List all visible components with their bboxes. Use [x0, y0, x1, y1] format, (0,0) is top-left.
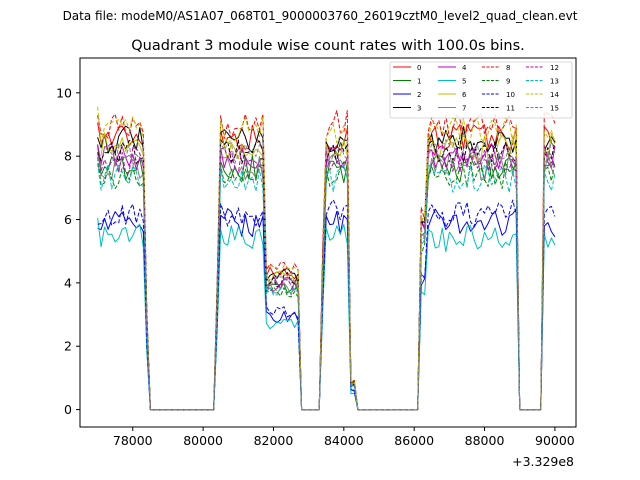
legend-label-0: 0: [417, 64, 421, 72]
y-tick-label: 2: [64, 339, 72, 354]
x-tick-label: 80000: [183, 433, 223, 448]
y-tick-label: 10: [56, 85, 72, 100]
legend-label-11: 11: [506, 105, 515, 113]
legend-label-12: 12: [550, 64, 559, 72]
series-line-12: [97, 144, 556, 411]
legend-label-10: 10: [506, 91, 515, 99]
suptitle: Data file: modeM0/AS1A07_068T01_90000037…: [63, 9, 578, 23]
legend-label-9: 9: [506, 78, 510, 86]
x-tick-label: 78000: [113, 433, 153, 448]
x-tick-label: 86000: [394, 433, 434, 448]
legend-label-15: 15: [550, 105, 559, 113]
y-tick-label: 8: [64, 149, 72, 164]
plot-frame: [79, 57, 577, 428]
legend-frame: [389, 61, 573, 119]
series-line-15: [97, 139, 556, 411]
legend-label-1: 1: [417, 78, 421, 86]
chart-title: Quadrant 3 module wise count rates with …: [131, 38, 525, 54]
legend-label-2: 2: [417, 91, 421, 99]
x-tick-label: 82000: [254, 433, 294, 448]
legend-label-7: 7: [462, 105, 466, 113]
legend-label-4: 4: [462, 64, 467, 72]
y-axis: 0 2 4 6 8 10: [56, 85, 80, 417]
y-tick-label: 4: [64, 275, 72, 290]
y-tick-label: 0: [64, 402, 72, 417]
legend-label-14: 14: [550, 91, 559, 99]
y-tick-label: 6: [64, 212, 72, 227]
x-tick-label: 90000: [535, 433, 575, 448]
x-axis: 78000 80000 82000 84000 86000 88000 90000: [113, 427, 575, 448]
series-line-10: [97, 199, 556, 411]
legend-label-3: 3: [417, 105, 421, 113]
legend-label-8: 8: [506, 64, 510, 72]
x-tick-label: 84000: [324, 433, 364, 448]
legend-label-5: 5: [462, 78, 466, 86]
x-tick-label: 88000: [465, 433, 505, 448]
legend-label-6: 6: [462, 91, 467, 99]
x-offset-label: +3.329e8: [512, 454, 574, 469]
legend-label-13: 13: [550, 78, 559, 86]
